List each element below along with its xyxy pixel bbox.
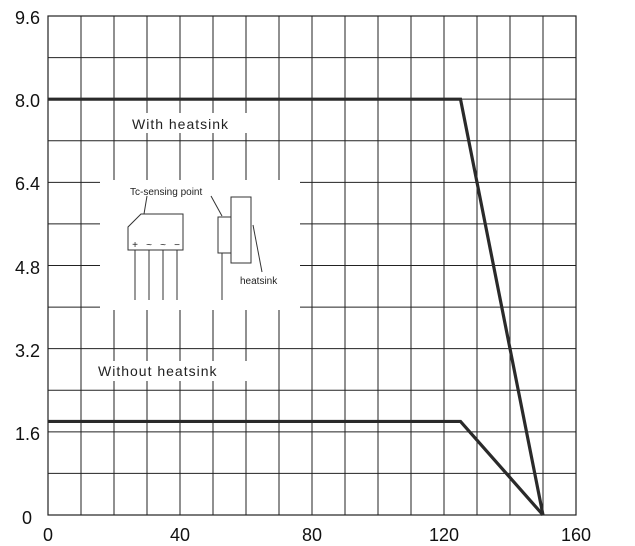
x-tick-label: 0	[43, 525, 53, 545]
y-tick-label: 4.8	[15, 258, 40, 278]
x-tick-labels: 0 40 80 120 160	[43, 525, 591, 545]
with-heatsink-label: With heatsink	[132, 116, 229, 132]
pin-mark: ~	[146, 240, 152, 251]
inset-background	[100, 180, 300, 310]
x-tick-label: 40	[170, 525, 190, 545]
y-tick-labels: 0 1.6 3.2 4.8 6.4 8.0 9.6	[15, 8, 40, 528]
y-tick-label: 8.0	[15, 91, 40, 111]
pin-mark: ~	[160, 240, 166, 251]
x-tick-label: 160	[561, 525, 591, 545]
heatsink-label: heatsink	[240, 276, 278, 287]
without-heatsink-line	[48, 421, 543, 515]
y-tick-label: 3.2	[15, 341, 40, 361]
y-tick-label: 1.6	[15, 424, 40, 444]
pin-mark: +	[132, 240, 138, 251]
pin-mark: −	[174, 240, 180, 251]
x-tick-label: 120	[429, 525, 459, 545]
tc-sensing-label: Tc-sensing point	[130, 187, 202, 198]
y-tick-label: 6.4	[15, 174, 40, 194]
y-tick-label: 9.6	[15, 8, 40, 28]
without-heatsink-label: Without heatsink	[98, 363, 218, 379]
package-inset: + ~ ~ − Tc-sensing point heatsink	[100, 180, 300, 310]
x-tick-label: 80	[302, 525, 322, 545]
y-tick-label: 0	[22, 508, 32, 528]
